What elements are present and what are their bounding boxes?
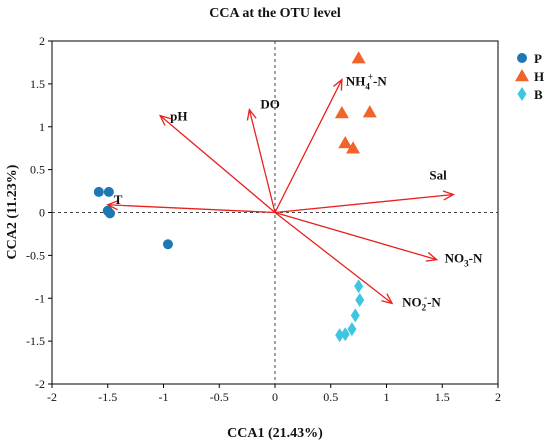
- vector-line: [274, 79, 343, 213]
- vector-line: [274, 193, 454, 214]
- vector-label-no3: NO3-N: [445, 251, 483, 269]
- vector-arrowhead: [332, 78, 343, 91]
- x-tick-label: 1.5: [435, 390, 450, 404]
- y-axis-label: CCA2 (11.23%): [5, 164, 20, 259]
- vector-line: [248, 109, 276, 213]
- vector-line: [159, 115, 276, 213]
- legend-label-h: H: [534, 69, 544, 84]
- legend-label-p: P: [534, 51, 542, 66]
- y-tick-label: 0: [39, 206, 45, 220]
- x-tick-label: -1: [159, 390, 169, 404]
- legend: PHB: [515, 51, 544, 102]
- point-b: [340, 327, 350, 342]
- x-tick-label: 1: [384, 390, 390, 404]
- point-b: [347, 322, 357, 337]
- point-h: [334, 106, 349, 119]
- point-b: [335, 328, 345, 343]
- y-tick-label: -2: [35, 377, 45, 391]
- vector-label-no2: NO2--N: [402, 292, 441, 312]
- y-tick-label: -0.5: [26, 248, 45, 262]
- vector-arrowhead: [442, 190, 455, 201]
- x-tick-label: 0.5: [323, 390, 338, 404]
- x-tick-label: -1.5: [98, 390, 117, 404]
- point-p: [93, 186, 104, 197]
- point-p: [162, 239, 173, 250]
- point-h: [362, 105, 377, 118]
- vector-line: [274, 211, 393, 304]
- legend-marker-p: [517, 53, 527, 63]
- vector-label-t: T: [114, 192, 123, 207]
- y-tick-label: -1: [35, 291, 45, 305]
- vector-arrowhead: [381, 293, 394, 305]
- point-h: [351, 51, 366, 64]
- point-b: [355, 292, 365, 307]
- vector-label-nh4: NH4+-N: [346, 72, 387, 92]
- point-p: [103, 186, 114, 197]
- x-axis-label: CCA1 (21.43%): [227, 426, 323, 441]
- vector-label-sal: Sal: [429, 167, 447, 182]
- y-tick-label: -1.5: [26, 334, 45, 348]
- legend-marker-h: [515, 69, 529, 82]
- vector-arrowhead: [246, 108, 257, 121]
- vector-arrowhead: [158, 114, 171, 126]
- y-tick-label: 2: [39, 34, 45, 48]
- plot-area: -2 -1.5 -1 -0.5 0 0.5 1 1.5 2 -2 -1.5 -1 -0.5 0 0.5 1 1.…: [26, 34, 501, 404]
- point-h: [338, 136, 353, 149]
- x-tick-label: 0: [272, 390, 278, 404]
- point-b: [350, 308, 360, 323]
- point-p: [104, 208, 115, 219]
- legend-marker-b: [517, 87, 527, 101]
- vector-line: [274, 211, 437, 261]
- x-tick-label: -0.5: [210, 390, 229, 404]
- y-tick-label: 1.5: [30, 77, 45, 91]
- y-tick-label: 1: [39, 120, 45, 134]
- x-tick-label: 2: [495, 390, 501, 404]
- vector-label-ph: pH: [170, 109, 187, 124]
- vector-line: [107, 204, 276, 214]
- point-h: [346, 141, 361, 154]
- vector-label-do: DO: [260, 97, 280, 112]
- vector-arrowhead: [425, 252, 439, 262]
- chart-title: CCA at the OTU level: [209, 6, 341, 21]
- x-tick-label: -2: [47, 390, 57, 404]
- legend-label-b: B: [534, 87, 543, 102]
- y-tick-label: 0.5: [30, 163, 45, 177]
- point-b: [354, 279, 364, 294]
- vector-arrowhead: [106, 200, 119, 211]
